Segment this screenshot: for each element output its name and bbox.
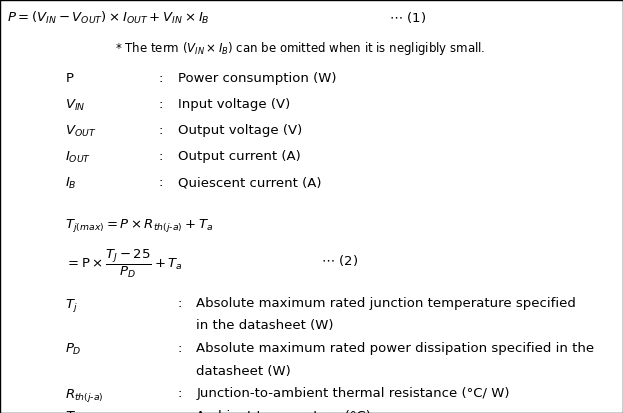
Text: $\cdots$ (2): $\cdots$ (2)	[321, 253, 358, 268]
Text: :: :	[159, 176, 163, 189]
Text: datasheet (W): datasheet (W)	[196, 365, 291, 377]
Text: :: :	[178, 342, 182, 355]
Text: $V_{IN}$: $V_{IN}$	[65, 98, 86, 114]
Text: :: :	[159, 124, 163, 137]
Text: Absolute maximum rated power dissipation specified in the: Absolute maximum rated power dissipation…	[196, 342, 594, 355]
Text: $I_B$: $I_B$	[65, 176, 77, 192]
Text: Output current (A): Output current (A)	[178, 150, 300, 163]
Text: :: :	[178, 410, 182, 413]
Text: $V_{OUT}$: $V_{OUT}$	[65, 124, 97, 140]
Text: $P = (V_{IN} - V_{OUT}) \times I_{OUT} + V_{IN} \times I_B$: $P = (V_{IN} - V_{OUT}) \times I_{OUT} +…	[7, 10, 210, 26]
Text: Output voltage (V): Output voltage (V)	[178, 124, 302, 137]
Text: $R_{th(j\text{-}a)}$: $R_{th(j\text{-}a)}$	[65, 387, 104, 404]
Text: $T_a$: $T_a$	[65, 410, 80, 413]
Text: Power consumption (W): Power consumption (W)	[178, 72, 336, 85]
Text: Junction-to-ambient thermal resistance (°C/ W): Junction-to-ambient thermal resistance (…	[196, 387, 510, 400]
Text: P: P	[65, 72, 74, 85]
Text: :: :	[159, 98, 163, 111]
Text: $T_{j(max)} = P \times R_{th(j\text{-}a)} + T_a$: $T_{j(max)} = P \times R_{th(j\text{-}a)…	[65, 217, 214, 234]
Text: Input voltage (V): Input voltage (V)	[178, 98, 290, 111]
Text: :: :	[159, 150, 163, 163]
Text: :: :	[178, 297, 182, 309]
Text: in the datasheet (W): in the datasheet (W)	[196, 319, 334, 332]
Text: :: :	[159, 72, 163, 85]
Text: $I_{OUT}$: $I_{OUT}$	[65, 150, 92, 166]
Text: Absolute maximum rated junction temperature specified: Absolute maximum rated junction temperat…	[196, 297, 576, 309]
Text: $T_j$: $T_j$	[65, 297, 78, 313]
Text: * The term ($V_{IN} \times I_B$) can be omitted when it is negligibly small.: * The term ($V_{IN} \times I_B$) can be …	[115, 40, 486, 57]
Text: $P_D$: $P_D$	[65, 342, 82, 357]
Text: $= \mathrm{P} \times \dfrac{T_J - 25}{P_D} + T_a$: $= \mathrm{P} \times \dfrac{T_J - 25}{P_…	[65, 248, 183, 280]
Text: :: :	[178, 387, 182, 400]
Text: Ambient temperature (°C): Ambient temperature (°C)	[196, 410, 371, 413]
Text: $\cdots$ (1): $\cdots$ (1)	[389, 10, 426, 25]
Text: Quiescent current (A): Quiescent current (A)	[178, 176, 321, 189]
